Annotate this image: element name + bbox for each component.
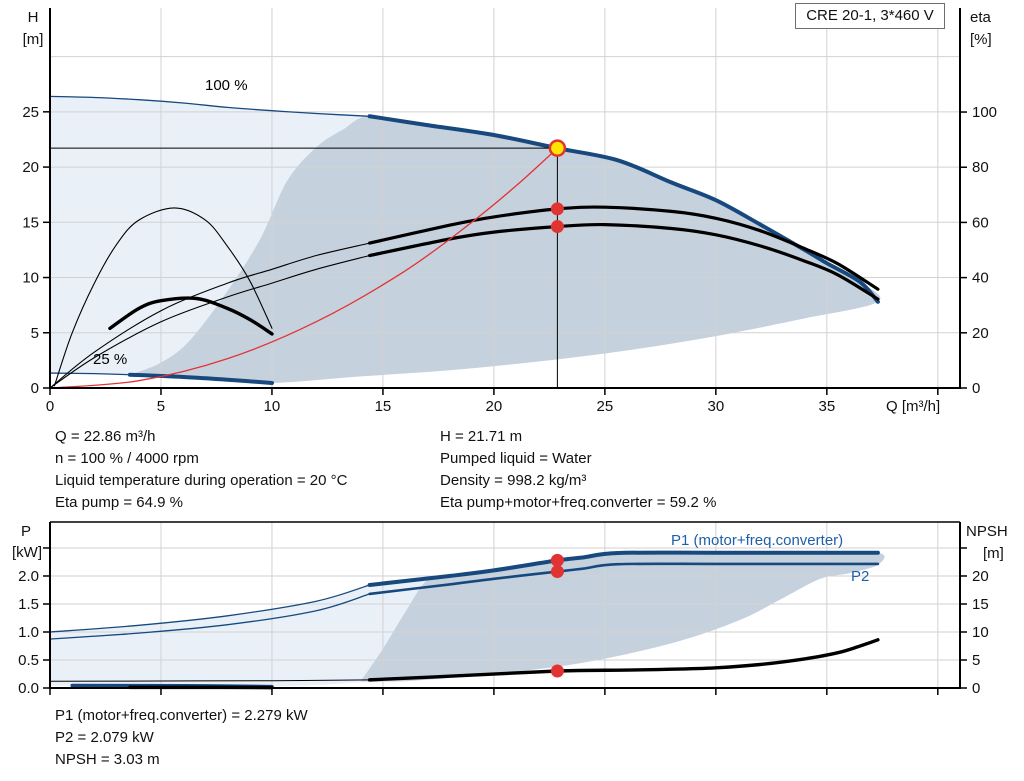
p-axis-unit: [kW] [12,544,42,561]
h-axis-title: H [28,9,39,26]
annotation-p2: P2 = 2.079 kW [55,729,154,746]
duty-annotations-left: Q = 22.86 m³/h n = 100 % / 4000 rpm Liqu… [55,426,347,514]
duty-annotations-right: H = 21.71 m Pumped liquid = Water Densit… [440,426,716,514]
power-envelope-dark [360,551,885,682]
y-left-tick-label: 5 [31,325,39,342]
npsh-curve-thin [49,679,371,682]
y-right-tick-label: 100 [972,104,997,121]
x-tick-label: 20 [486,398,503,415]
npsh-point [550,664,564,678]
y-right-tick-label: 0 [972,380,980,397]
curve-label: P1 (motor+freq.converter) [671,532,843,549]
eta-axis-title: eta [970,9,992,26]
p2-curve [368,562,880,596]
eta-curve-25 [53,207,273,387]
npsh-axis-unit: [m] [983,545,1004,562]
eta-total-curve-thin [49,254,371,389]
annotation-p1: P1 (motor+freq.converter) = 2.279 kW [55,707,308,724]
power-annotations: P1 (motor+freq.converter) = 2.279 kW P2 … [55,705,308,771]
p2-point [550,565,564,579]
y-left-tick-label: 1.0 [18,624,39,641]
y-left-tick-label: 25 [22,104,39,121]
eta-total-curve [368,222,880,301]
annotation-eta-pump: Eta pump = 64.9 % [55,494,183,511]
eta-pump-curve-thin [49,242,371,389]
x-tick-label: 30 [708,398,725,415]
pump-type-box: CRE 20-1, 3*460 V [795,3,945,29]
h-axis-unit: [m] [23,31,44,48]
annotation-flow: Q = 22.86 m³/h [55,428,156,445]
eta-pump-point [550,202,564,216]
npsh-axis-title: NPSH [966,523,1008,540]
x-tick-label: 15 [375,398,392,415]
annotation-eta-total: Eta pump+motor+freq.converter = 59.2 % [440,494,717,511]
y-right-tick-label: 5 [972,652,980,669]
operating-envelope-dark [129,116,881,384]
annotation-npsh: NPSH = 3.03 m [55,751,160,768]
p2-curve-thin [49,593,371,640]
curve-label: 25 % [93,351,127,368]
y-left-tick-label: 0 [31,380,39,397]
qh-25-curve [127,372,274,385]
curve-label: P2 [851,568,869,585]
y-right-tick-label: 15 [972,596,989,613]
y-left-tick-label: 15 [22,214,39,231]
y-left-tick-label: 1.5 [18,596,39,613]
x-tick-label: 10 [264,398,281,415]
y-right-tick-label: 20 [972,568,989,585]
y-right-tick-label: 0 [972,680,980,697]
y-right-tick-label: 20 [972,325,989,342]
p1-point [550,553,564,567]
annotation-density: Density = 998.2 kg/m³ [440,472,587,489]
y-right-tick-label: 40 [972,270,989,287]
x-tick-label: 0 [46,398,54,415]
y-left-tick-label: 0.0 [18,680,39,697]
annotation-pumped-liquid: Pumped liquid = Water [440,450,592,467]
p-axis-title: P [21,523,31,540]
npsh-curve [367,638,880,682]
y-right-tick-label: 10 [972,624,989,641]
p1-curve-thin [49,584,371,633]
p1-curve [367,550,880,587]
x-tick-label: 5 [157,398,165,415]
y-right-tick-label: 60 [972,214,989,231]
annotation-head: H = 21.71 m [440,428,523,445]
x-tick-label: 25 [597,398,614,415]
annotation-liquid-temp: Liquid temperature during operation = 20… [55,472,348,489]
qh-100-curve-thin [49,95,371,117]
eta-curve-aux [108,296,274,336]
y-left-tick-label: 0.5 [18,652,39,669]
system-curve [49,147,559,389]
annotation-speed: n = 100 % / 4000 rpm [55,450,199,467]
y-left-tick-label: 10 [22,270,39,287]
y-left-tick-label: 20 [22,159,39,176]
x-tick-label: 35 [818,398,835,415]
y-left-tick-label: 2.0 [18,568,39,585]
curve-label: 100 % [205,77,248,94]
q-axis-title: Q [m³/h] [886,398,940,415]
y-right-tick-label: 80 [972,159,989,176]
duty-point[interactable] [548,139,567,157]
qh-100-curve [367,114,880,304]
eta-total-point [550,220,564,234]
eta-axis-unit: [%] [970,31,992,48]
qh-25-curve-thin [49,372,131,376]
